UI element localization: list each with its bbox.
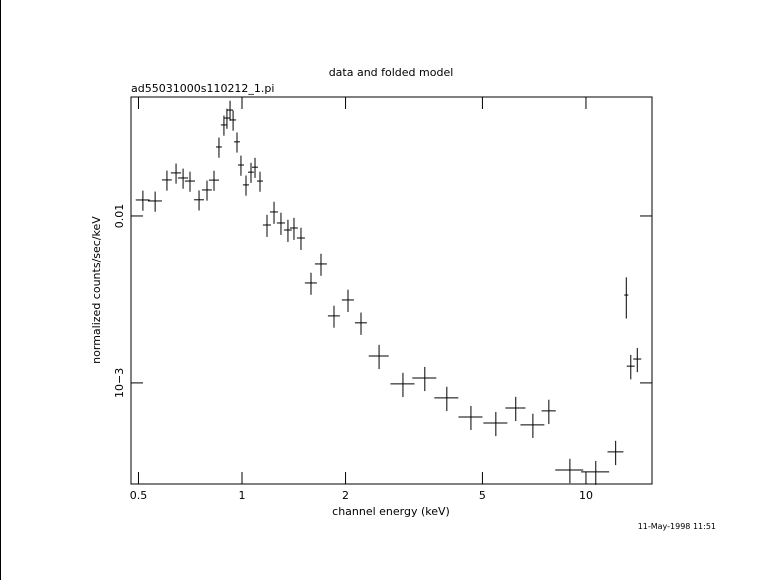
x-tick-label: 1 [239,489,246,502]
plot-frame [130,96,653,485]
x-tick-label: 5 [479,489,486,502]
x-axis-label: channel energy (keV) [332,505,450,518]
chart-title: data and folded model [329,66,454,79]
x-tick-label: 2 [342,489,349,502]
x-tick-label: 10 [579,489,593,502]
timestamp: 11-May-1998 11:51 [638,522,716,531]
y-axis-label: normalized counts/sec/keV [90,216,103,364]
chart-subtitle: ad55031000s110212_1.pi [131,82,274,95]
y-tick-label: 10−3 [113,368,126,398]
x-tick-label: 0.5 [130,489,148,502]
y-tick-label: 0.01 [113,204,126,229]
